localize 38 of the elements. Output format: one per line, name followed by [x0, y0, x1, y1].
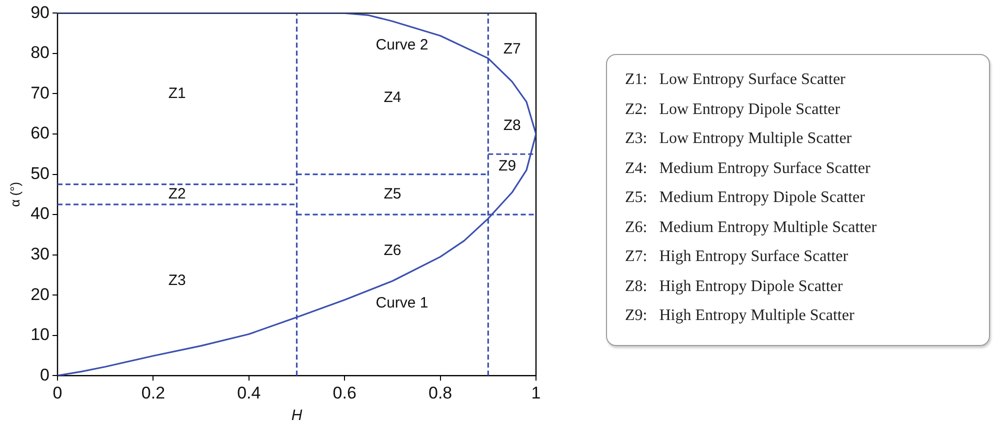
- annotation: Z9: [498, 157, 516, 174]
- x-tick-label: 0.4: [237, 383, 261, 402]
- y-tick-label: 20: [30, 284, 50, 304]
- text: Z6: Medium Entropy Multiple Scatter: [624, 218, 878, 238]
- x-tick-label: 0.2: [141, 383, 166, 402]
- text: Z3: Low Entropy Multiple Scatter: [624, 129, 853, 149]
- text: Z5: Medium Entropy Dipole Scatter: [624, 188, 866, 208]
- x-tick-label: 0.8: [428, 383, 452, 402]
- text: Z9: High Entropy Multiple Scatter: [624, 306, 856, 326]
- x-tick-label: 0: [52, 383, 62, 402]
- y-tick-label: 10: [30, 325, 50, 344]
- annotation: Z1: [168, 84, 186, 102]
- y-tick-label: 40: [30, 204, 50, 224]
- y-tick-label: 80: [30, 43, 50, 62]
- x-tick-label: 1: [531, 383, 541, 402]
- annotation: Z8: [503, 117, 521, 134]
- text: Z4: Medium Entropy Surface Scatter: [624, 158, 872, 178]
- y-tick-label: 50: [30, 164, 50, 183]
- y-tick-label: 30: [30, 244, 50, 264]
- y-axis-title: α (°): [7, 182, 22, 207]
- text: Z1: Low Entropy Surface Scatter: [624, 70, 846, 90]
- text: Z8: High Entropy Dipole Scatter: [624, 276, 844, 296]
- text: Z7: High Entropy Surface Scatter: [624, 247, 850, 267]
- annotation: Z6: [384, 242, 402, 259]
- annotation: Z2: [168, 186, 186, 203]
- text: Z2: Low Entropy Dipole Scatter: [624, 100, 842, 120]
- y-tick-label: 70: [30, 83, 50, 102]
- y-tick-label: 0: [40, 365, 50, 384]
- y-tick-label: 60: [30, 124, 50, 143]
- annotation: Curve 2: [376, 36, 428, 54]
- annotation: Z5: [384, 186, 402, 203]
- y-tick-label: 90: [30, 2, 50, 22]
- annotation: Z3: [168, 272, 186, 290]
- annotation: Z7: [503, 40, 521, 58]
- x-axis-title: H: [291, 407, 302, 424]
- annotation: Curve 1: [376, 294, 428, 312]
- annotation: Z4: [384, 88, 402, 106]
- x-tick-label: 0.6: [332, 383, 356, 402]
